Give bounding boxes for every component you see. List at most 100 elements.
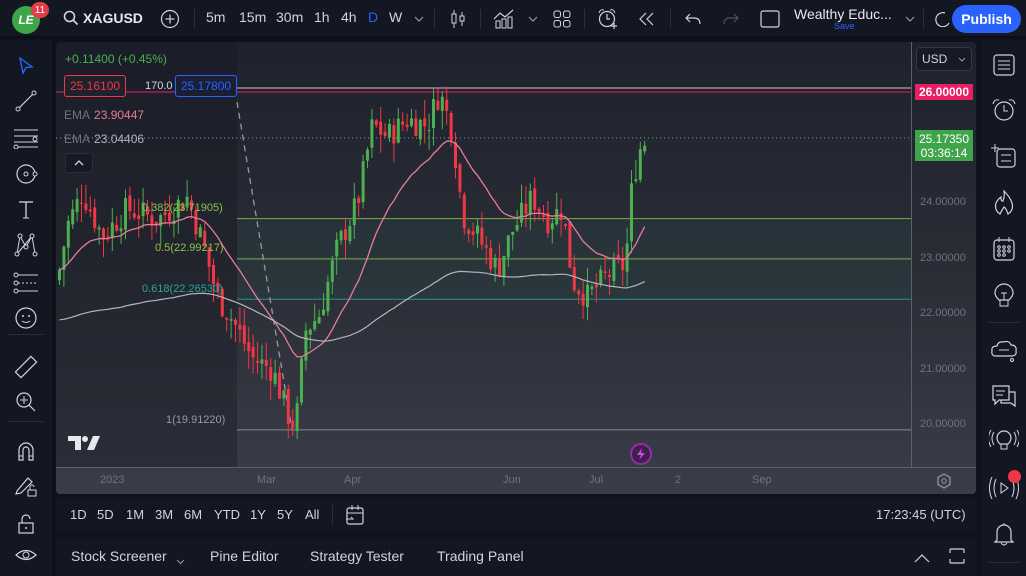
- ideas-button[interactable]: [989, 281, 1019, 311]
- range-5y[interactable]: 5Y: [277, 507, 293, 522]
- lock-all-tool[interactable]: [12, 510, 40, 538]
- symbol-search[interactable]: XAGUSD: [63, 10, 143, 26]
- object-tree-button[interactable]: [989, 141, 1019, 171]
- widget-divider: [989, 562, 1019, 563]
- tab-strategy-tester[interactable]: Strategy Tester: [310, 548, 404, 564]
- range-1m[interactable]: 1M: [126, 507, 145, 522]
- interval-1h[interactable]: 1h: [314, 9, 330, 25]
- fib-label-0382: 0.382(23.71905): [142, 202, 223, 214]
- range-divider: [332, 505, 333, 525]
- hotlists-button[interactable]: [989, 188, 1019, 218]
- layout-name[interactable]: Wealthy Educ...: [794, 6, 892, 22]
- broadcast-bulb-icon: [989, 429, 1019, 450]
- calendar-button[interactable]: [989, 234, 1019, 264]
- search-icon: [63, 10, 79, 26]
- events-marker[interactable]: [630, 443, 652, 465]
- ema-legend-2[interactable]: EMA 23.04406: [64, 132, 144, 146]
- icons-tool[interactable]: [12, 304, 40, 332]
- trend-line-tool[interactable]: [12, 87, 40, 115]
- magnet-tool[interactable]: [12, 437, 40, 465]
- range-all[interactable]: All: [305, 507, 320, 522]
- shapes-tool[interactable]: [12, 160, 40, 188]
- text-tool[interactable]: [12, 196, 40, 224]
- widget-bar: [981, 40, 1026, 576]
- range-ytd[interactable]: YTD: [214, 507, 240, 522]
- tab-stock-screener[interactable]: Stock Screener: [71, 548, 167, 564]
- bell-icon: [993, 523, 1015, 546]
- chats-button[interactable]: [989, 336, 1019, 366]
- zoom-in-tool[interactable]: [12, 388, 40, 416]
- create-alert-button[interactable]: [597, 8, 619, 30]
- lightbulb-icon: [994, 283, 1014, 307]
- interval-15m[interactable]: 15m: [239, 9, 267, 25]
- fib-label-1: 1(19.91220): [166, 414, 226, 426]
- interval-w[interactable]: W: [389, 9, 403, 25]
- interval-d[interactable]: D: [368, 9, 379, 25]
- fib-retracement-tool[interactable]: [12, 124, 40, 152]
- stock-screener-dropdown[interactable]: [176, 552, 185, 570]
- ema-legend-1[interactable]: EMA 23.90447: [64, 108, 144, 122]
- save-layout-link[interactable]: Save: [834, 21, 855, 31]
- ema-value: 23.04406: [94, 132, 145, 146]
- measure-tool[interactable]: [12, 353, 40, 381]
- redo-button[interactable]: [720, 8, 742, 30]
- tab-pine-editor[interactable]: Pine Editor: [210, 548, 279, 564]
- spread-value: 170.0: [145, 80, 173, 92]
- range-6m[interactable]: 6M: [184, 507, 203, 522]
- tradingview-logo[interactable]: [67, 435, 101, 456]
- replay-button[interactable]: [636, 8, 658, 30]
- prediction-tool[interactable]: [12, 269, 40, 297]
- utc-clock[interactable]: 17:23:45 (UTC): [876, 507, 966, 522]
- indicators-button[interactable]: [493, 8, 515, 30]
- theme-toggle-button[interactable]: [932, 8, 954, 30]
- undo-button[interactable]: [682, 8, 704, 30]
- time-label: 2: [675, 474, 682, 486]
- buy-button[interactable]: 25.17800: [175, 75, 238, 97]
- layout-dropdown[interactable]: [899, 8, 921, 30]
- streams-button[interactable]: [989, 426, 1019, 456]
- interval-4h[interactable]: 4h: [341, 9, 357, 25]
- indicators-dropdown[interactable]: [522, 8, 544, 30]
- tab-trading-panel[interactable]: Trading Panel: [437, 548, 524, 564]
- lock-drawings-tool[interactable]: [12, 472, 40, 500]
- patterns-tool[interactable]: [12, 231, 40, 259]
- maximize-panel-button[interactable]: [949, 548, 965, 569]
- notifications-button[interactable]: [989, 519, 1019, 549]
- collapse-legend-button[interactable]: [65, 153, 93, 173]
- time-axis[interactable]: 2023 Mar Apr Jun Jul 2 Sep: [56, 467, 976, 494]
- alert-price-tag[interactable]: 26.00000: [915, 84, 973, 100]
- compare-symbol-button[interactable]: [159, 8, 181, 30]
- layout-toggle-button[interactable]: [759, 8, 781, 30]
- buy-price: 25.17800: [181, 79, 232, 93]
- alerts-button[interactable]: [989, 95, 1019, 125]
- interval-30m[interactable]: 30m: [276, 9, 304, 25]
- publish-button[interactable]: Publish: [952, 5, 1021, 33]
- time-label: Sep: [752, 474, 772, 486]
- price-change: +0.11400 (+0.45%): [65, 52, 167, 66]
- watchlist-button[interactable]: [989, 50, 1019, 80]
- interval-dropdown[interactable]: [408, 8, 430, 30]
- price-axis[interactable]: 24.00000 23.00000 22.00000 21.00000 20.0…: [911, 42, 976, 467]
- range-3m[interactable]: 3M: [155, 507, 174, 522]
- circle-shape-icon: [16, 164, 38, 184]
- cursor-tool[interactable]: [12, 52, 40, 80]
- price-chart[interactable]: [56, 42, 911, 467]
- candles-icon: [451, 10, 465, 28]
- chart-panel[interactable]: +0.11400 (+0.45%) 25.16100 170.0 25.1780…: [56, 42, 976, 494]
- symbol-name: XAGUSD: [83, 10, 143, 26]
- currency-selector[interactable]: USD: [916, 47, 972, 71]
- range-1d[interactable]: 1D: [70, 507, 87, 522]
- range-1y[interactable]: 1Y: [250, 507, 266, 522]
- chart-settings-button[interactable]: [936, 473, 952, 494]
- range-5d[interactable]: 5D: [97, 507, 114, 522]
- chart-type-button[interactable]: [447, 8, 469, 30]
- go-to-date-button[interactable]: [345, 504, 365, 531]
- hide-drawings-tool[interactable]: [12, 542, 40, 570]
- text-icon: [19, 201, 33, 219]
- interval-5m[interactable]: 5m: [206, 9, 226, 25]
- expand-panel-button[interactable]: [914, 550, 930, 568]
- templates-button[interactable]: [551, 8, 573, 30]
- sell-button[interactable]: 25.16100: [64, 75, 127, 97]
- messages-button[interactable]: [989, 382, 1019, 412]
